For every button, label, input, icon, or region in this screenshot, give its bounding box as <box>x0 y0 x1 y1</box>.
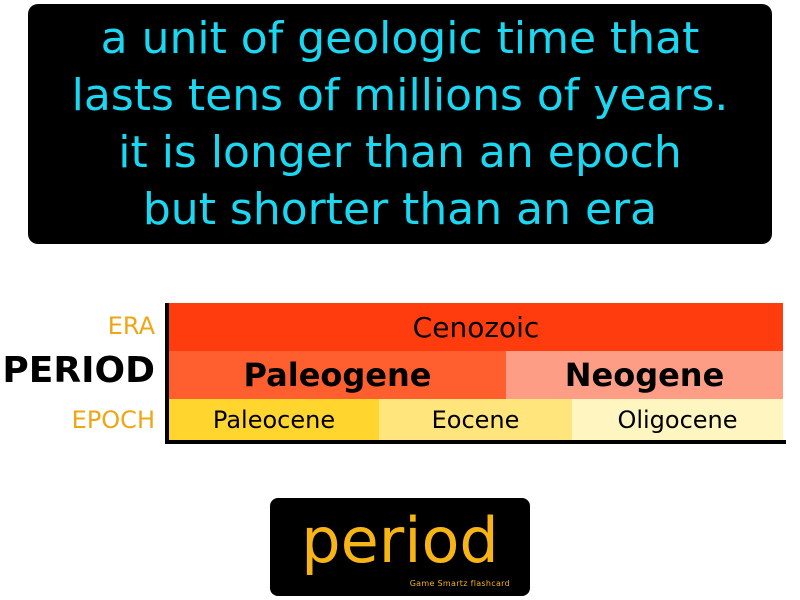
term-word: period <box>301 504 499 577</box>
epoch-band-paleocene: Paleocene <box>169 399 379 440</box>
period-band-neogene: Neogene <box>506 351 783 399</box>
row-label-period: PERIOD <box>2 350 155 391</box>
epoch-band-label: Oligocene <box>617 405 738 434</box>
term-card: period Game Smartz flashcard <box>270 498 530 596</box>
epoch-band-oligocene: Oligocene <box>572 399 783 440</box>
diagram-left-border <box>165 303 169 444</box>
definition-line: it is longer than an epoch <box>118 127 682 178</box>
epoch-band-eocene: Eocene <box>379 399 572 440</box>
definition-panel: a unit of geologic time that lasts tens … <box>28 4 772 244</box>
period-band-paleogene: Paleogene <box>169 351 506 399</box>
definition-line: a unit of geologic time that <box>100 13 700 64</box>
diagram-bottom-border <box>165 440 786 444</box>
row-label-era: ERA <box>107 312 155 340</box>
epoch-band-label: Paleocene <box>212 405 336 434</box>
period-band-label: Neogene <box>564 356 725 394</box>
definition-line: but shorter than an era <box>142 184 658 235</box>
epoch-band-label: Eocene <box>431 405 520 434</box>
definition-line: lasts tens of millions of years. <box>71 70 729 121</box>
period-band-label: Paleogene <box>243 356 432 394</box>
brand-credit: Game Smartz flashcard <box>409 579 510 588</box>
definition-text: a unit of geologic time that lasts tens … <box>62 10 739 238</box>
era-band-label: Cenozoic <box>412 310 540 344</box>
row-label-epoch: EPOCH <box>71 406 155 434</box>
era-band-cenozoic: Cenozoic <box>169 303 783 351</box>
